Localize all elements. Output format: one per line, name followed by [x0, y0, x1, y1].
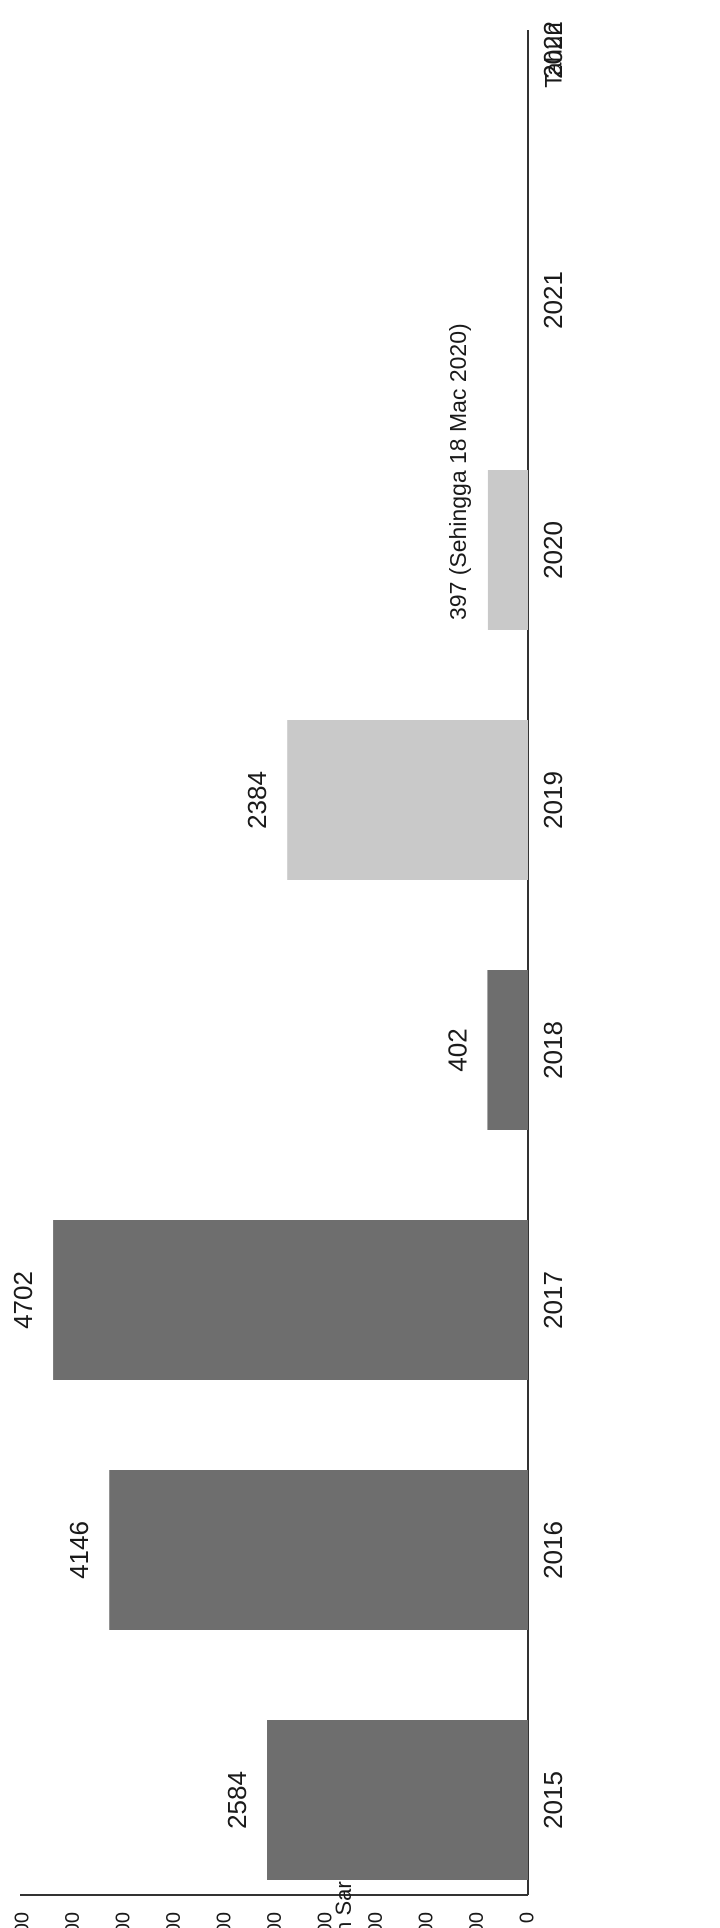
bar-2016 — [109, 1470, 528, 1630]
category-label-2022: 2022 — [538, 21, 568, 79]
value-tick-label: 5000 — [11, 1912, 33, 1928]
value-tick-label: 4000 — [112, 1912, 134, 1928]
bar-2015 — [267, 1720, 528, 1880]
value-tick-label: 1500 — [365, 1912, 387, 1928]
value-tick-label: 500 — [466, 1912, 488, 1928]
bar-2020 — [487, 470, 528, 630]
value-tick-label: 2500 — [264, 1912, 286, 1928]
value-tick-label: 3000 — [213, 1912, 235, 1928]
data-label-2019: 2384 — [242, 771, 272, 829]
category-axis-title: Tahun — [540, 22, 567, 87]
data-label-2020: 397 (Sehingga 18 Mac 2020) — [445, 323, 471, 620]
category-label-2019: 2019 — [538, 771, 568, 829]
value-tick-label: 2000 — [314, 1912, 336, 1928]
category-label-2021: 2021 — [538, 271, 568, 329]
value-tick-label: 3500 — [163, 1912, 185, 1928]
value-tick-label: 4500 — [62, 1912, 84, 1928]
category-label-2017: 2017 — [538, 1271, 568, 1329]
category-label-2018: 2018 — [538, 1021, 568, 1079]
data-label-2017: 4702 — [8, 1271, 38, 1329]
bar-2017 — [53, 1220, 529, 1380]
value-tick-label: 1000 — [415, 1912, 437, 1928]
data-label-2015: 2584 — [222, 1771, 252, 1829]
plot-area: 0 500 1000 1500 2000 2500 3000 3500 4000 4500 5000… — [8, 21, 568, 1928]
data-label-2016: 4146 — [64, 1521, 94, 1579]
data-label-2018: 402 — [442, 1028, 472, 1071]
category-label-2020: 2020 — [538, 521, 568, 579]
category-label-2016: 2016 — [538, 1521, 568, 1579]
bar-2018 — [487, 970, 528, 1130]
value-tick-label: 0 — [516, 1912, 538, 1923]
bar-2019 — [287, 720, 528, 880]
category-label-2015: 2015 — [538, 1771, 568, 1829]
